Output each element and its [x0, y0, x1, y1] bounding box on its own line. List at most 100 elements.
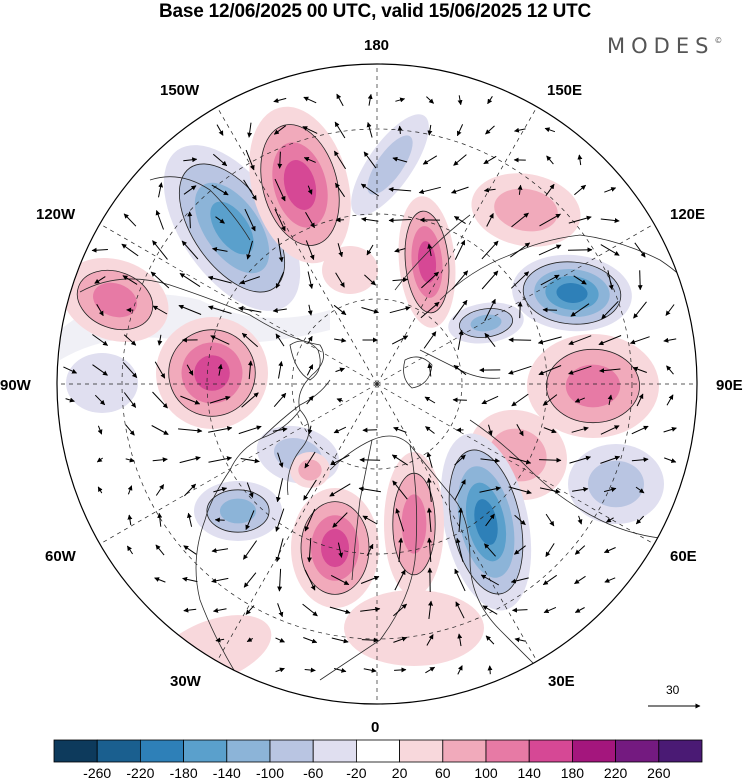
- wind-vector: [209, 395, 231, 404]
- colorbar-tick-label: -260: [83, 765, 112, 781]
- anomaly-center-pos: [398, 196, 456, 328]
- colorbar-swatch: [269, 739, 314, 763]
- wind-vector: [275, 538, 284, 563]
- wind-vector: [392, 156, 408, 163]
- colorbar-swatch: [139, 739, 184, 763]
- wind-vector: [631, 425, 649, 435]
- wind-vector: [239, 276, 260, 285]
- wind-vector: [453, 154, 467, 166]
- anomaly-center-pos: [61, 257, 169, 343]
- wind-vector: [537, 336, 562, 345]
- anomaly-center-neg: [194, 481, 282, 541]
- wind-vector: [303, 96, 317, 104]
- wind-vector: [394, 667, 407, 673]
- wind-vector: [122, 362, 138, 378]
- brand-text: MODES: [607, 34, 715, 58]
- wind-vector: [598, 335, 622, 346]
- wind-vector: [157, 512, 163, 527]
- wind-vector: [394, 247, 406, 253]
- colorbar-tick-label: -20: [346, 765, 367, 781]
- wind-vector: [331, 637, 349, 644]
- copyright-mark: ©: [714, 36, 723, 45]
- wind-vector: [666, 394, 674, 406]
- wind-vector: [361, 216, 379, 222]
- lon-label-150w: 150W: [160, 82, 200, 99]
- wind-vector: [600, 218, 620, 223]
- wind-vector: [362, 427, 378, 433]
- wind-vector: [238, 425, 262, 435]
- wind-vector: [366, 122, 373, 138]
- anomaly-center-neg: [163, 145, 301, 311]
- lon-label-30e: 30E: [548, 673, 575, 690]
- anomaly-center-neg: [440, 433, 532, 611]
- meridian-line: [99, 383, 378, 545]
- wind-vector: [424, 396, 436, 404]
- wind-vector: [245, 605, 255, 615]
- wind-vector: [94, 394, 106, 406]
- wind-vector: [481, 270, 499, 290]
- wind-vector: [96, 457, 103, 463]
- colorbar-swatch: [399, 739, 444, 763]
- lon-label-0: 0: [371, 719, 380, 736]
- wind-vector: [510, 577, 529, 584]
- map-title: Base 12/06/2025 00 UTC, valid 15/06/2025…: [158, 1, 592, 22]
- wind-vector: [183, 157, 198, 163]
- meridian-line: [99, 223, 378, 385]
- wind-vector: [96, 304, 104, 317]
- wind-vector: [420, 301, 440, 319]
- wind-vector: [629, 336, 650, 345]
- wind-vector: [154, 361, 166, 379]
- wind-vector: [479, 486, 501, 493]
- wind-vector: [485, 635, 495, 645]
- wind-vector: [360, 575, 380, 584]
- wind-vector: [151, 425, 169, 435]
- wind-vector: [217, 363, 223, 376]
- wind-vector: [330, 454, 350, 466]
- wind-vectors: [63, 93, 677, 675]
- wind-vector: [600, 244, 620, 256]
- wind-vector: [361, 307, 379, 314]
- wind-vector: [480, 458, 500, 464]
- wind-vector: [538, 244, 562, 256]
- wind-vector: [517, 301, 523, 319]
- wind-vector: [360, 183, 379, 197]
- wind-vector: [480, 574, 500, 586]
- wind-vector: [514, 127, 526, 133]
- wind-vector: [178, 428, 203, 434]
- wind-vector: [363, 151, 377, 169]
- latitude-circle: [291, 298, 463, 470]
- wind-vector: [183, 607, 197, 613]
- wind-vector: [275, 478, 284, 503]
- wind-vector: [97, 425, 103, 435]
- wind-vector: [632, 366, 647, 373]
- wind-vector: [303, 157, 316, 163]
- colorbar-tick-label: 260: [647, 765, 671, 781]
- wind-vector: [179, 272, 201, 288]
- wind-vector: [539, 487, 561, 494]
- wind-vector: [277, 452, 284, 468]
- wind-vector: [426, 507, 432, 533]
- wind-vector: [186, 364, 194, 376]
- wind-vector: [481, 395, 499, 405]
- wind-vector: [397, 125, 403, 134]
- wind-vector: [457, 665, 463, 675]
- wind-vector: [427, 124, 433, 136]
- colorbar-swatch: [312, 739, 357, 763]
- wind-vector: [362, 515, 378, 525]
- wind-vector: [388, 217, 411, 223]
- wind-vector: [122, 275, 138, 285]
- wind-vector: [329, 483, 351, 497]
- colorbar-tick-label: 20: [391, 765, 408, 781]
- wind-vector: [605, 517, 614, 523]
- wind-vector: [303, 479, 317, 501]
- wind-vector: [334, 337, 347, 343]
- wind-vector: [388, 186, 412, 192]
- wind-vector: [215, 637, 225, 643]
- coastline-segment: [439, 234, 697, 301]
- wind-vector: [665, 304, 675, 316]
- wind-vector: [215, 216, 225, 224]
- wind-vector: [216, 124, 224, 136]
- wind-vector: [121, 243, 139, 257]
- wind-vector: [542, 574, 557, 586]
- wind-vector: [542, 307, 558, 313]
